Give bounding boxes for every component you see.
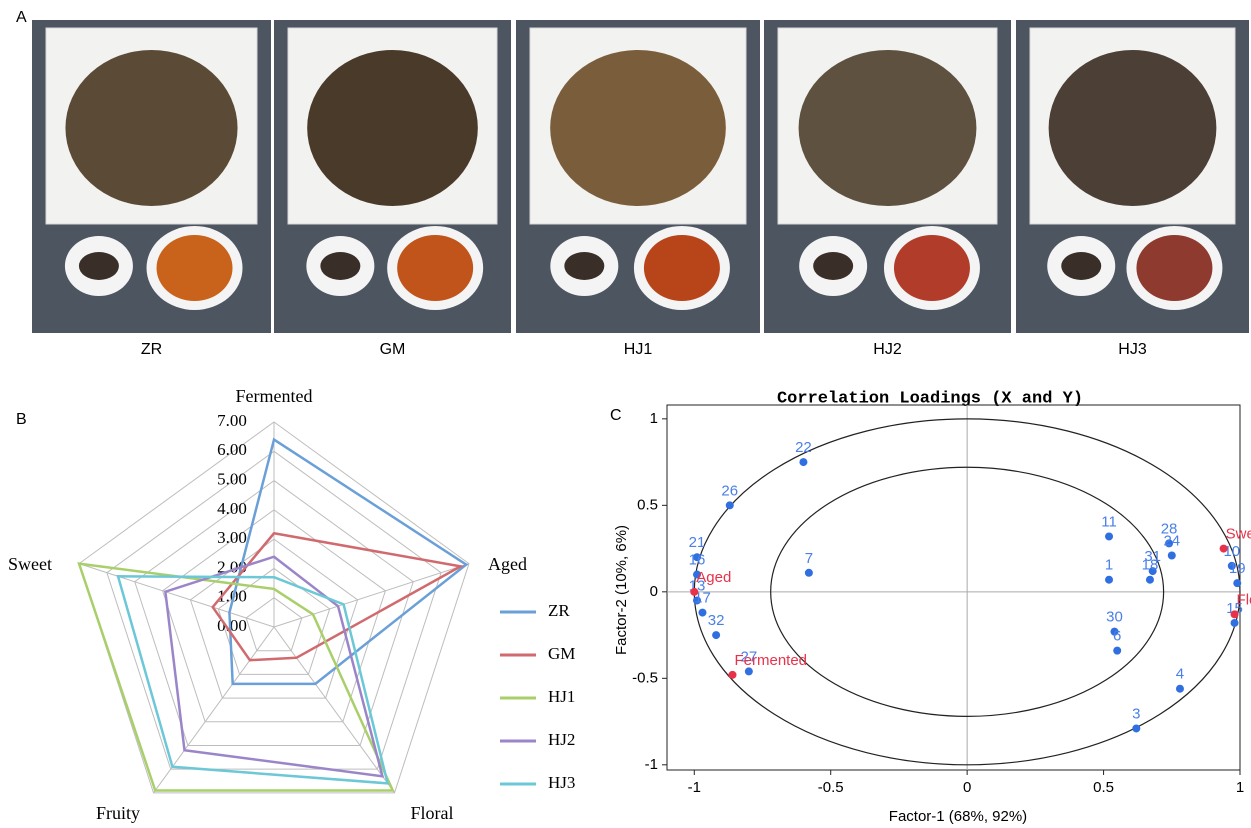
point (1105, 532, 1113, 540)
point-label: 7 (805, 550, 813, 567)
category-label: Aged (488, 554, 527, 574)
figure: A B C ZRGMHJ1HJ2HJ30.001.002.003.004.005… (0, 0, 1251, 828)
tea-liquor (157, 235, 233, 301)
point (698, 609, 706, 617)
point (1105, 576, 1113, 584)
sample-photo (764, 20, 1011, 333)
point-label: 1 (1105, 557, 1113, 574)
x-tick-label: 0 (963, 779, 971, 796)
point-label: 11 (1101, 513, 1117, 530)
panel-label: A (16, 9, 27, 26)
point-label: 22 (795, 439, 812, 456)
legend-label: HJ3 (548, 773, 575, 792)
point-label: 26 (721, 482, 738, 499)
point-label: Sweet (1226, 526, 1251, 543)
point-label: 32 (708, 612, 725, 629)
category-label: Floral (411, 803, 454, 823)
point (1132, 724, 1140, 732)
point (712, 631, 720, 639)
category-label: Fruity (96, 803, 140, 823)
series-line (118, 576, 388, 783)
tea-liquor (644, 235, 720, 301)
legend-label: ZR (548, 601, 570, 620)
x-axis-label: Factor-1 (68%, 92%) (889, 808, 1027, 825)
sample-label: GM (380, 341, 406, 358)
point (799, 458, 807, 466)
r-tick-label: 5.00 (217, 469, 247, 488)
point (805, 569, 813, 577)
dry-leaf (813, 252, 853, 280)
x-tick-label: -1 (688, 779, 701, 796)
r-tick-label: 3.00 (217, 528, 247, 547)
tea-leaves (550, 50, 726, 206)
point (690, 588, 698, 596)
sample-photo (516, 20, 760, 333)
r-tick-label: 6.00 (217, 440, 247, 459)
plot-frame (667, 405, 1240, 770)
sample-photo (32, 20, 271, 333)
y-tick-label: -1 (645, 756, 658, 773)
panel-label: B (16, 411, 27, 428)
dry-leaf (564, 252, 604, 280)
sample-photo (274, 20, 511, 333)
x-tick-label: 1 (1236, 779, 1244, 796)
point (1146, 576, 1154, 584)
point (1233, 579, 1241, 587)
point-label: 21 (689, 534, 706, 551)
legend-label: HJ1 (548, 687, 575, 706)
point-label: 24 (1163, 532, 1180, 549)
tea-leaves (65, 50, 237, 206)
spoke (274, 564, 469, 627)
y-tick-label: -0.5 (632, 669, 658, 686)
tea-liquor (397, 235, 473, 301)
y-tick-label: 0.5 (637, 496, 658, 513)
point (1176, 685, 1184, 693)
y-tick-label: 1 (650, 410, 658, 427)
chart-title: Correlation Loadings (X and Y) (777, 389, 1083, 408)
y-axis-label: Factor-2 (10%, 6%) (613, 525, 630, 655)
point-label: 4 (1176, 666, 1184, 683)
sample-label: HJ3 (1118, 341, 1147, 358)
point-label: Fermented (734, 652, 807, 669)
point-label: 16 (689, 551, 706, 568)
panel-label: C (610, 407, 622, 424)
sample-label: ZR (141, 341, 162, 358)
point (1220, 545, 1228, 553)
point (726, 501, 734, 509)
tea-liquor (1136, 235, 1212, 301)
tea-leaves (307, 50, 478, 206)
point-label: 30 (1106, 609, 1123, 626)
dry-leaf (320, 252, 360, 280)
point-label: 6 (1113, 628, 1121, 645)
point (728, 671, 736, 679)
sample-label: HJ1 (624, 341, 653, 358)
r-tick-label: 7.00 (217, 411, 247, 430)
legend-label: GM (548, 644, 575, 663)
y-tick-label: 0 (650, 583, 658, 600)
point (1113, 647, 1121, 655)
point (1168, 551, 1176, 559)
point-label: 19 (1229, 560, 1246, 577)
point-label: 18 (1142, 557, 1159, 574)
spoke (274, 627, 394, 793)
series-line (213, 533, 461, 660)
x-tick-label: -0.5 (818, 779, 844, 796)
point (1231, 610, 1239, 618)
point-label: 3 (1132, 705, 1140, 722)
r-tick-label: 4.00 (217, 499, 247, 518)
x-tick-label: 0.5 (1093, 779, 1114, 796)
tea-liquor (894, 235, 970, 301)
sample-label: HJ2 (873, 341, 902, 358)
point-label: Floral (1237, 591, 1251, 608)
sample-photo (1016, 20, 1249, 333)
tea-leaves (1049, 50, 1217, 206)
legend-label: HJ2 (548, 730, 575, 749)
dry-leaf (1061, 252, 1101, 280)
category-label: Sweet (8, 554, 52, 574)
point-label: Aged (696, 569, 731, 586)
dry-leaf (79, 252, 119, 280)
point (1231, 619, 1239, 627)
tea-leaves (799, 50, 977, 206)
category-label: Fermented (236, 386, 313, 406)
